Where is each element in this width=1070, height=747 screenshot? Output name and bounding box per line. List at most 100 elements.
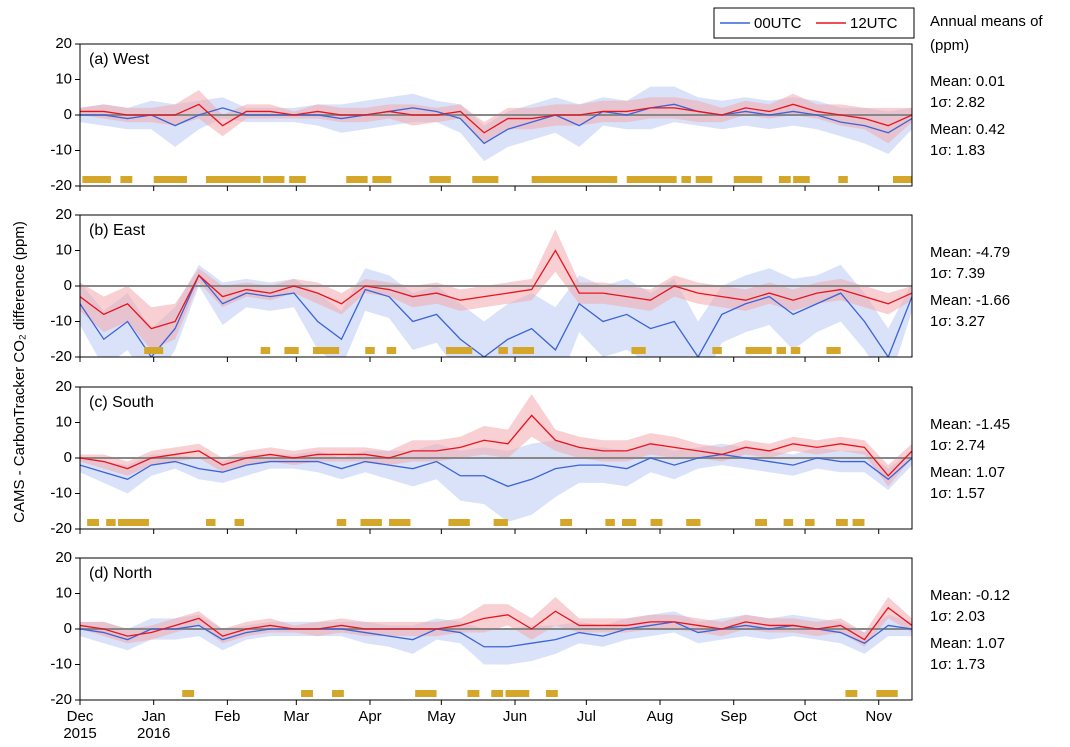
period-bar	[686, 519, 701, 526]
annual-stat: 1σ: 7.39	[930, 265, 985, 282]
y-tick-label: -20	[50, 691, 72, 708]
y-tick-label: 10	[55, 70, 72, 87]
spread-band	[80, 394, 912, 487]
x-tick-label: Aug	[646, 708, 674, 725]
x-tick-label: Feb	[214, 708, 241, 725]
y-tick-label: -20	[50, 520, 72, 537]
period-bar	[493, 519, 508, 526]
legend-label: 12UTC	[850, 15, 898, 32]
panel-title: (c) South	[89, 394, 154, 411]
annual-stat: 1σ: 1.57	[930, 485, 985, 502]
period-bar	[733, 176, 763, 183]
period-bar	[776, 347, 787, 354]
y-tick-label: 0	[64, 277, 72, 294]
period-bar	[835, 519, 848, 526]
y-tick-label: -20	[50, 177, 72, 194]
annual-stat: Mean: -1.66	[930, 292, 1010, 309]
annual-stat: Mean: -0.12	[930, 587, 1010, 604]
period-bar	[263, 176, 285, 183]
annual-stat: 1σ: 2.74	[930, 437, 985, 454]
x-tick-label: Jan 2016	[137, 708, 171, 742]
y-axis-label: CAMS - CarbonTracker CO₂ difference (ppm…	[11, 221, 28, 523]
period-bar	[695, 176, 713, 183]
period-bar	[415, 690, 437, 697]
period-bar	[360, 519, 382, 526]
period-bar	[386, 347, 397, 354]
period-bar	[106, 519, 116, 526]
plot-area	[80, 229, 912, 357]
series-line	[80, 621, 912, 648]
period-bar	[144, 347, 164, 354]
side-title: Annual means of (ppm)	[930, 13, 1043, 54]
period-bar	[531, 176, 618, 183]
period-bar	[621, 519, 637, 526]
period-bar	[805, 519, 815, 526]
period-bar	[650, 519, 663, 526]
x-tick-label: Dec 2015	[63, 708, 97, 742]
period-bar	[512, 347, 535, 354]
period-bar	[346, 176, 368, 183]
y-tick-label: 20	[55, 549, 72, 566]
period-bar	[182, 690, 195, 697]
panel-title: (a) West	[89, 51, 150, 68]
period-bar	[876, 690, 898, 697]
period-bar	[289, 176, 306, 183]
spread-band	[80, 229, 912, 350]
plot-area	[80, 597, 912, 697]
period-bar	[845, 690, 858, 697]
x-tick-label: Jul	[576, 708, 596, 725]
annual-stat: 1σ: 2.03	[930, 608, 985, 625]
period-bar	[681, 176, 691, 183]
spread-band	[80, 90, 912, 144]
panel-title: (b) East	[89, 222, 146, 239]
period-bar	[448, 519, 470, 526]
period-bar	[118, 519, 149, 526]
x-tick-label: May	[427, 708, 456, 725]
y-tick-label: 20	[55, 378, 72, 395]
period-bar	[745, 347, 772, 354]
period-bar	[826, 347, 841, 354]
series-line	[80, 103, 912, 134]
period-bar	[205, 519, 216, 526]
period-bar	[260, 347, 271, 354]
x-tick-label: Jun	[502, 708, 528, 725]
y-tick-label: 10	[55, 241, 72, 258]
period-bar	[560, 519, 573, 526]
legend-label: 00UTC	[754, 15, 802, 32]
period-bar	[605, 519, 615, 526]
annual-stat: Mean: 0.42	[930, 121, 1005, 138]
period-bar	[336, 519, 347, 526]
period-bar	[331, 690, 344, 697]
series-line	[80, 103, 912, 145]
period-bar	[498, 347, 508, 354]
series-line	[80, 414, 912, 477]
period-bar	[790, 347, 801, 354]
period-bar	[755, 519, 767, 526]
period-bar	[472, 176, 499, 183]
period-bar	[491, 690, 504, 697]
annual-stat: Mean: 0.01	[930, 73, 1005, 90]
period-bar	[838, 176, 848, 183]
plot-area	[80, 394, 912, 526]
period-bar	[389, 519, 411, 526]
period-bar	[712, 347, 722, 354]
annual-stat: Mean: -1.45	[930, 416, 1010, 433]
series-line	[80, 606, 912, 641]
annual-stat: Mean: 1.07	[930, 464, 1005, 481]
period-bar	[545, 690, 558, 697]
y-tick-label: -10	[50, 484, 72, 501]
y-tick-label: -10	[50, 312, 72, 329]
spread-band	[80, 597, 912, 647]
period-bar	[505, 690, 530, 697]
annual-stat: 1σ: 1.73	[930, 656, 985, 673]
annual-stat: Mean: -4.79	[930, 244, 1010, 261]
y-tick-label: 0	[64, 620, 72, 637]
annual-stat: Mean: 1.07	[930, 635, 1005, 652]
period-bar	[429, 176, 451, 183]
period-bar	[82, 176, 111, 183]
y-tick-label: -10	[50, 655, 72, 672]
annual-stat: 1σ: 3.27	[930, 313, 985, 330]
period-bar	[892, 176, 912, 183]
